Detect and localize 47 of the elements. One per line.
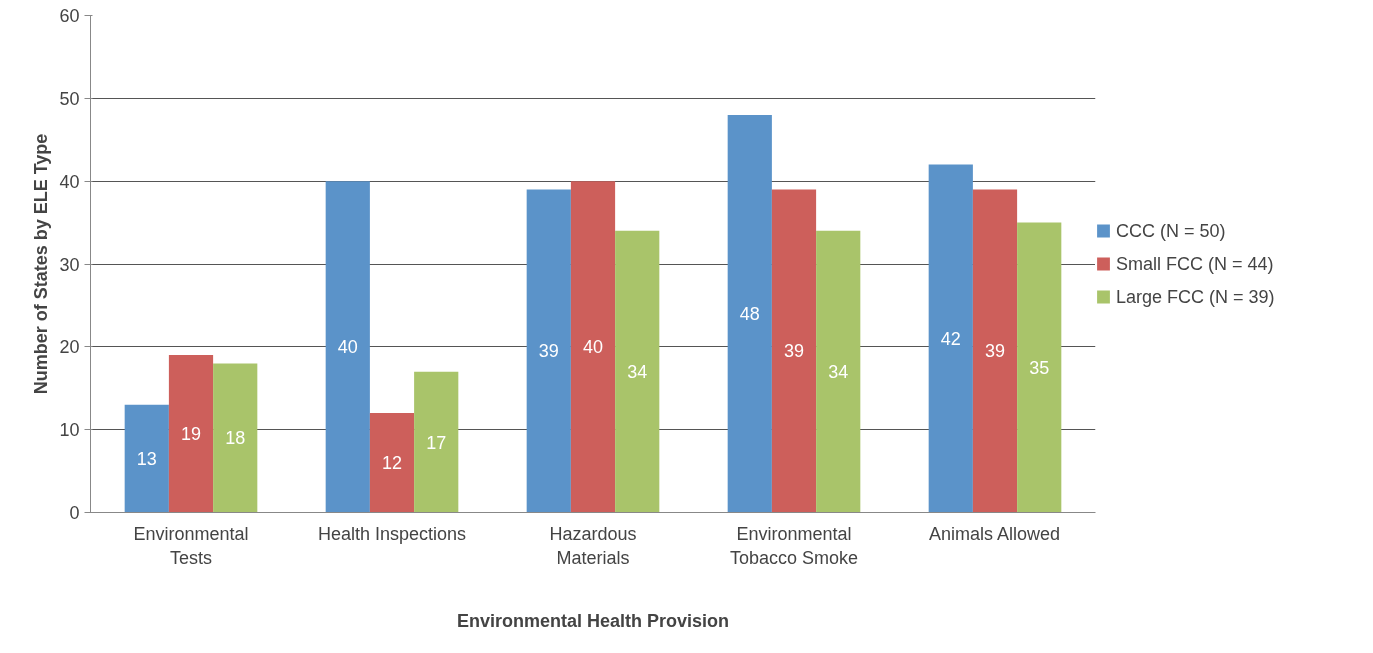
bar <box>615 230 660 513</box>
data-label: 12 <box>381 453 403 474</box>
bar <box>168 355 214 513</box>
data-label: 40 <box>582 337 604 358</box>
y-tick-label: 30 <box>59 254 80 275</box>
data-label: 42 <box>940 329 961 350</box>
data-label: 19 <box>180 424 202 445</box>
data-label: 39 <box>783 341 805 362</box>
bar <box>526 189 571 513</box>
y-tick-label: 0 <box>69 503 80 523</box>
bar <box>771 189 817 513</box>
data-label: 40 <box>337 337 358 358</box>
bar <box>928 164 973 513</box>
x-tick-label: Environmental Tobacco Smoke <box>729 523 859 568</box>
y-tick-label: 20 <box>59 337 80 358</box>
x-tick-label: Animals Allowed <box>928 523 1061 544</box>
x-tick-label: Environmental Tests <box>133 523 249 568</box>
data-label: 39 <box>538 341 559 362</box>
bar <box>124 404 169 513</box>
data-label: 13 <box>136 449 157 470</box>
data-label: 39 <box>984 341 1006 362</box>
x-tick-label: Hazardous Materials <box>549 523 637 568</box>
bar <box>727 114 772 513</box>
bar <box>414 371 459 513</box>
y-tick-label: 60 <box>59 6 80 26</box>
data-label: 18 <box>225 428 246 449</box>
y-tick-label: 40 <box>59 171 80 192</box>
bar <box>570 181 616 513</box>
y-tick-label: 10 <box>59 420 80 441</box>
legend-label: Large FCC (N = 39) <box>1116 286 1275 307</box>
y-tick-label: 50 <box>59 88 80 109</box>
y-axis-title: Number of States by ELE Type <box>31 133 52 395</box>
bar <box>369 413 415 513</box>
legend-label: CCC (N = 50) <box>1116 220 1226 241</box>
x-tick-label: Health Inspections <box>317 523 467 544</box>
data-label: 17 <box>426 432 447 453</box>
bar <box>325 181 370 513</box>
x-axis-title: Environmental Health Provision <box>456 610 730 631</box>
data-label: 34 <box>828 362 849 383</box>
bar <box>1017 222 1062 513</box>
legend-label: Small FCC (N = 44) <box>1116 253 1274 274</box>
data-label: 34 <box>627 362 648 383</box>
bar <box>816 230 861 513</box>
data-label: 35 <box>1029 358 1050 379</box>
bar <box>213 363 258 513</box>
bar <box>972 189 1018 513</box>
data-label: 48 <box>739 304 760 325</box>
